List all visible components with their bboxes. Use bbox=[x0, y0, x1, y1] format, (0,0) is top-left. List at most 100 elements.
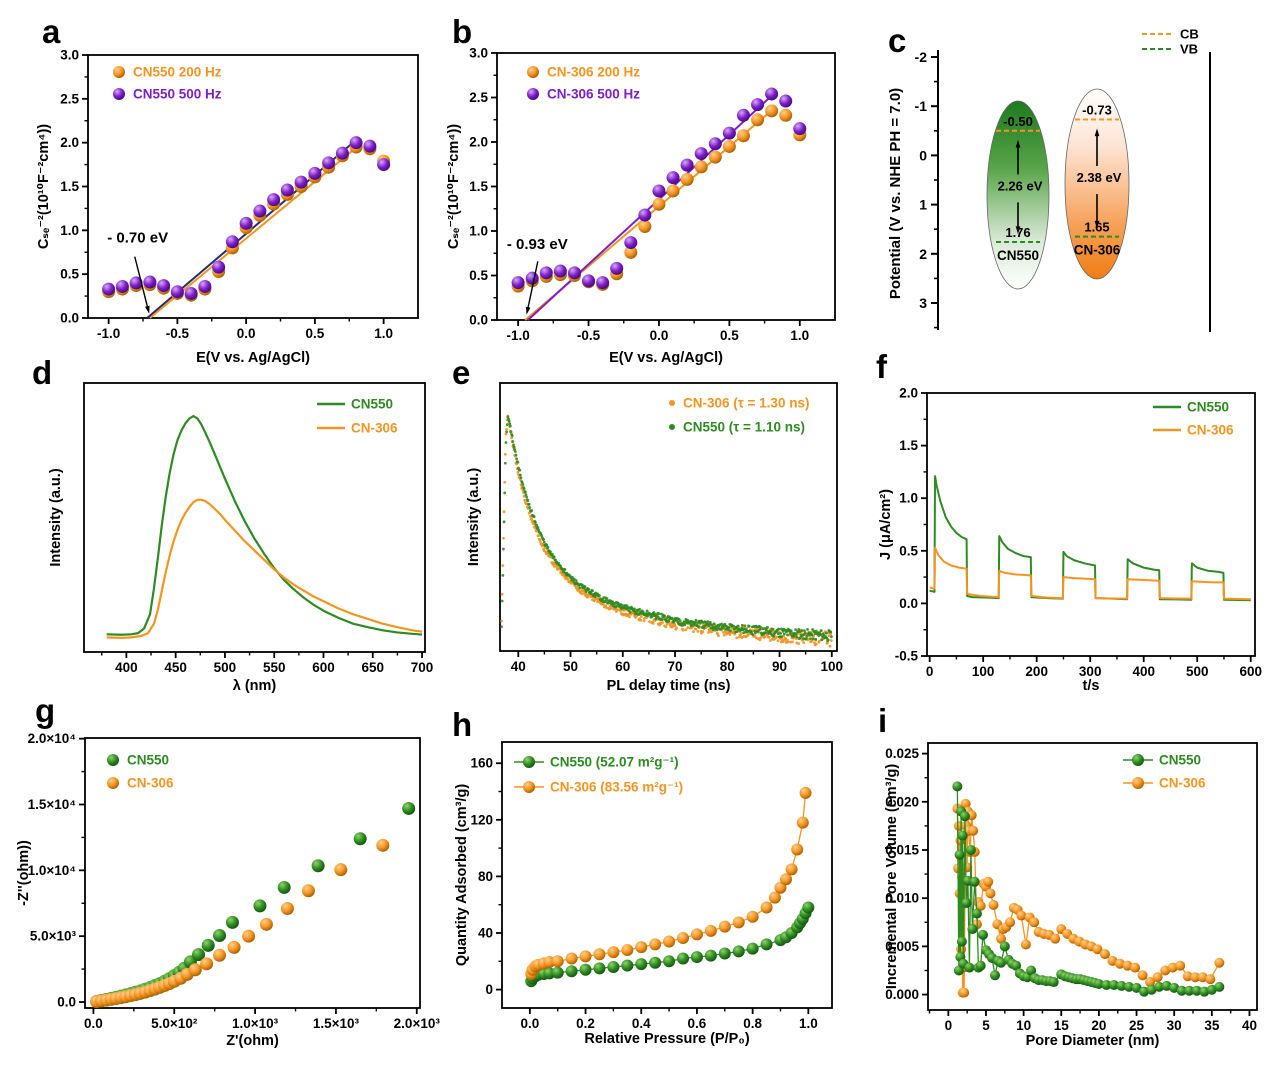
panel-g-chart: 0.0 5.0×10² 1.0×10³ 1.5×10³ 2.0×10³ 0.0 5.0×10… bbox=[16, 731, 441, 1049]
svg-text:0.020: 0.020 bbox=[885, 794, 919, 809]
svg-text:2.0: 2.0 bbox=[899, 386, 918, 401]
svg-text:- 0.93 eV: - 0.93 eV bbox=[507, 236, 568, 253]
panel-letter-g: g bbox=[35, 692, 56, 729]
svg-text:Quantity Adsorbed (cm³/g): Quantity Adsorbed (cm³/g) bbox=[454, 784, 470, 966]
svg-text:0.5: 0.5 bbox=[469, 268, 488, 283]
svg-text:2: 2 bbox=[919, 246, 927, 262]
svg-text:1.0×10³: 1.0×10³ bbox=[232, 1016, 279, 1031]
svg-text:2.5: 2.5 bbox=[469, 90, 488, 105]
svg-text:CN550: CN550 bbox=[997, 248, 1039, 263]
svg-text:600: 600 bbox=[312, 660, 335, 675]
svg-text:2.38 eV: 2.38 eV bbox=[1077, 170, 1122, 185]
svg-text:0.4: 0.4 bbox=[632, 1016, 651, 1031]
svg-text:CN-306: CN-306 bbox=[1187, 423, 1234, 438]
panel-i-chart: 0 5 10 15 20 25 30 35 40 0.000 0.005 0.010 0.015 0.02… bbox=[884, 742, 1258, 1049]
svg-text:1.0: 1.0 bbox=[799, 1016, 818, 1031]
svg-text:80: 80 bbox=[478, 869, 493, 884]
svg-text:1.0×10⁴: 1.0×10⁴ bbox=[28, 863, 76, 878]
svg-text:40: 40 bbox=[511, 659, 526, 674]
svg-text:0.0: 0.0 bbox=[237, 326, 256, 341]
svg-text:Potential (V vs. NHE PH = 7.0): Potential (V vs. NHE PH = 7.0) bbox=[887, 88, 904, 299]
panel-g: g 0.0 5.0×10² 1.0×10³ 1.5×10³ 2.0×10³ 0.0 5.0×… bbox=[16, 694, 462, 1066]
svg-text:CN550: CN550 bbox=[1159, 753, 1201, 768]
svg-text:2.0: 2.0 bbox=[469, 135, 488, 150]
svg-text:0.005: 0.005 bbox=[885, 939, 919, 954]
panel-f: f 0 100 200 300 400 500 600 -0.5 0.0 0.5 1.0 1.5 2.0… bbox=[870, 350, 1272, 700]
svg-text:-0.5: -0.5 bbox=[166, 326, 190, 341]
svg-text:PL delay time (ns): PL delay time (ns) bbox=[607, 678, 731, 694]
svg-text:-0.5: -0.5 bbox=[577, 328, 601, 343]
svg-text:400: 400 bbox=[115, 660, 138, 675]
svg-text:80: 80 bbox=[720, 659, 735, 674]
svg-text:0.0: 0.0 bbox=[520, 1016, 539, 1031]
svg-text:0.010: 0.010 bbox=[885, 891, 919, 906]
panel-f-chart: 0 100 200 300 400 500 600 -0.5 0.0 0.5 1.0 1.5 2.0 t/… bbox=[878, 386, 1262, 695]
svg-text:0.0: 0.0 bbox=[60, 311, 79, 326]
svg-text:0.000: 0.000 bbox=[885, 987, 919, 1002]
svg-text:1: 1 bbox=[919, 197, 927, 213]
panel-d-chart: 400 450 500 550 600 650 700 λ (nm) Intensity (a.… bbox=[48, 382, 433, 694]
svg-text:CN-306: CN-306 bbox=[351, 421, 398, 436]
panel-e-chart: 40 50 60 70 80 90 100 PL delay time (ns) Intensi… bbox=[466, 382, 843, 694]
svg-text:90: 90 bbox=[772, 659, 787, 674]
svg-text:200: 200 bbox=[1025, 664, 1048, 679]
panel-i: i 0 5 10 15 20 25 30 35 40 0.000 0.005 0.010 0.015 0.… bbox=[870, 700, 1272, 1066]
svg-text:650: 650 bbox=[362, 660, 385, 675]
svg-text:30: 30 bbox=[1167, 1018, 1182, 1033]
svg-text:1.0: 1.0 bbox=[374, 326, 393, 341]
svg-text:1.0: 1.0 bbox=[790, 328, 809, 343]
svg-text:- 0.70 eV: - 0.70 eV bbox=[107, 230, 168, 247]
svg-text:CN-306 200 Hz: CN-306 200 Hz bbox=[547, 65, 640, 80]
panel-letter-a: a bbox=[42, 13, 61, 50]
svg-text:E(V vs. Ag/AgCl): E(V vs. Ag/AgCl) bbox=[196, 350, 310, 366]
svg-text:Intensity (a.u.): Intensity (a.u.) bbox=[466, 468, 482, 566]
svg-text:0.5: 0.5 bbox=[720, 328, 739, 343]
svg-text:-0.73: -0.73 bbox=[1082, 102, 1112, 117]
panel-letter-i: i bbox=[878, 702, 888, 739]
panel-h: h 0.0 0.2 0.4 0.6 0.8 1.0 0 40 80 120 160 Relative … bbox=[450, 700, 870, 1066]
svg-text:15: 15 bbox=[1054, 1018, 1070, 1033]
svg-text:CN550 200 Hz: CN550 200 Hz bbox=[133, 65, 222, 80]
svg-text:0.025: 0.025 bbox=[885, 746, 919, 761]
svg-text:2.0×10³: 2.0×10³ bbox=[394, 1016, 441, 1031]
svg-text:0.0: 0.0 bbox=[899, 596, 918, 611]
svg-text:CN550 (τ = 1.10 ns): CN550 (τ = 1.10 ns) bbox=[683, 420, 805, 435]
svg-text:0: 0 bbox=[485, 982, 493, 997]
panel-letter-b: b bbox=[452, 13, 473, 50]
svg-text:0.0: 0.0 bbox=[57, 995, 76, 1010]
svg-text:CN550: CN550 bbox=[351, 397, 393, 412]
svg-text:1.0: 1.0 bbox=[469, 224, 488, 239]
svg-text:160: 160 bbox=[470, 756, 493, 771]
svg-text:-0.50: -0.50 bbox=[1003, 114, 1033, 129]
panel-letter-d: d bbox=[32, 354, 53, 391]
svg-text:500: 500 bbox=[214, 660, 237, 675]
svg-text:40: 40 bbox=[1242, 1018, 1257, 1033]
svg-text:0.015: 0.015 bbox=[885, 842, 919, 857]
panel-letter-e: e bbox=[452, 354, 471, 391]
svg-text:60: 60 bbox=[615, 659, 630, 674]
panel-letter-h: h bbox=[452, 706, 473, 743]
panel-c: c -2 -1 0 1 2 3 Potential (V vs. NHE PH = 7.0)… bbox=[870, 10, 1272, 388]
svg-text:-1.0: -1.0 bbox=[506, 328, 529, 343]
svg-text:-Z''(ohm)): -Z''(ohm)) bbox=[16, 840, 32, 906]
svg-text:0: 0 bbox=[919, 147, 927, 163]
svg-text:Incremental Pore Volume (cm³/g: Incremental Pore Volume (cm³/g) bbox=[884, 764, 900, 990]
svg-text:CN550: CN550 bbox=[1187, 400, 1229, 415]
svg-text:-0.5: -0.5 bbox=[895, 649, 919, 664]
svg-text:2.0: 2.0 bbox=[60, 135, 79, 150]
svg-text:1.0: 1.0 bbox=[899, 491, 918, 506]
svg-text:1.5×10⁴: 1.5×10⁴ bbox=[28, 797, 76, 812]
svg-text:E(V vs. Ag/AgCl): E(V vs. Ag/AgCl) bbox=[609, 350, 723, 366]
panel-a-chart: -1.0 -0.5 0.0 0.5 1.0 0.0 0.5 1.0 1.5 2.0 2.5 3.0 E(… bbox=[36, 48, 419, 366]
svg-text:70: 70 bbox=[668, 659, 683, 674]
svg-text:CN-306: CN-306 bbox=[1074, 243, 1121, 258]
svg-text:5.0×10³: 5.0×10³ bbox=[30, 929, 77, 944]
svg-text:450: 450 bbox=[164, 660, 187, 675]
panel-letter-c: c bbox=[888, 22, 907, 59]
svg-text:CN-306 (τ = 1.30 ns): CN-306 (τ = 1.30 ns) bbox=[683, 396, 809, 411]
svg-text:600: 600 bbox=[1239, 664, 1262, 679]
svg-text:0: 0 bbox=[945, 1018, 953, 1033]
svg-text:1.0: 1.0 bbox=[60, 223, 79, 238]
svg-text:J (μA/cm²): J (μA/cm²) bbox=[878, 489, 894, 560]
